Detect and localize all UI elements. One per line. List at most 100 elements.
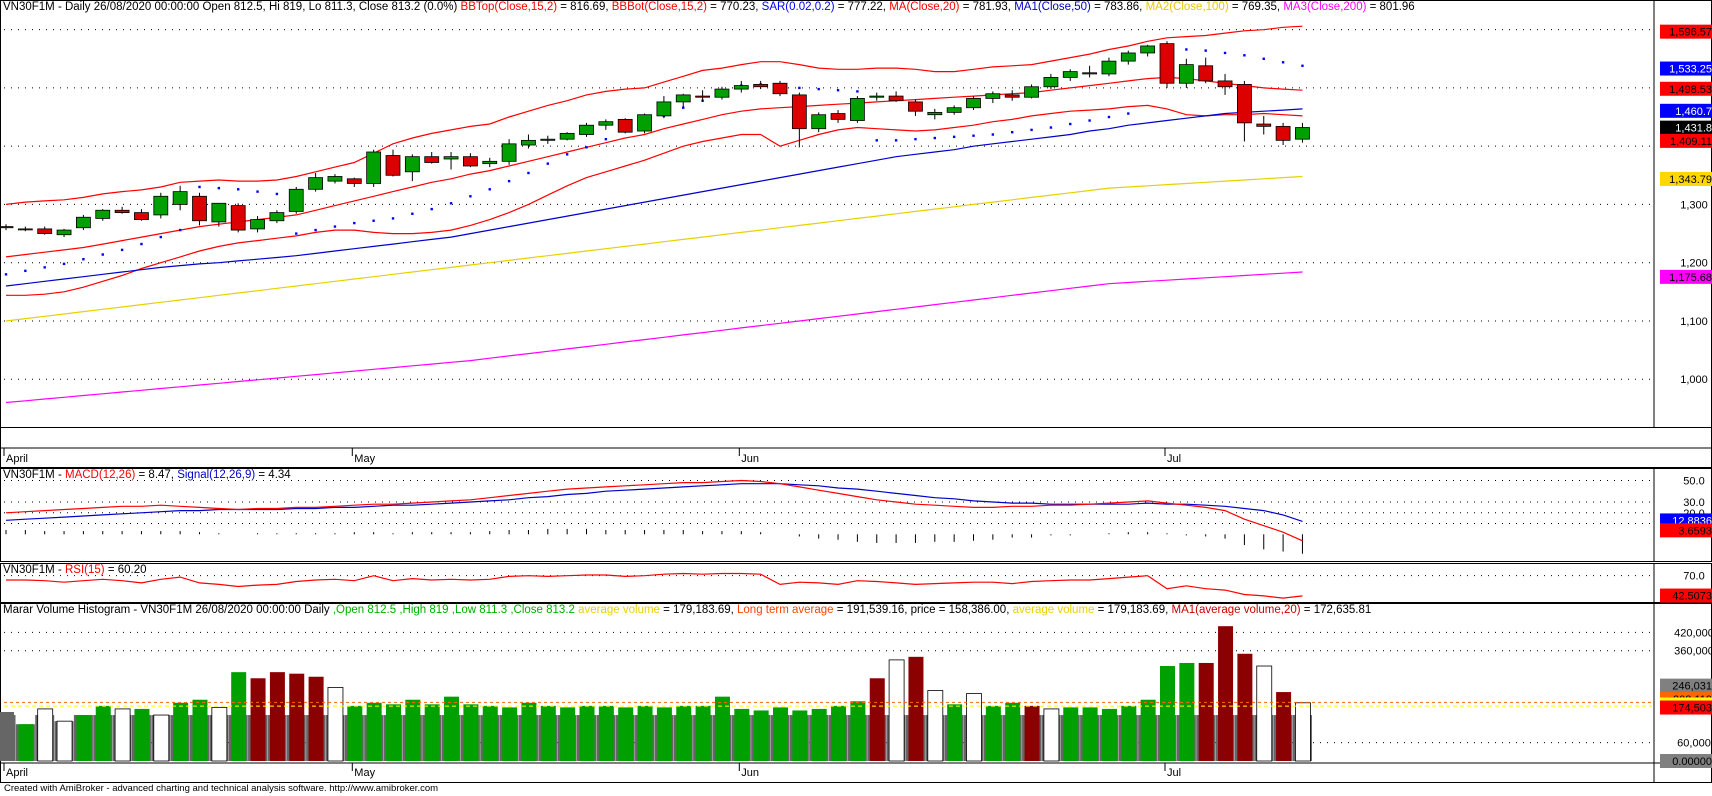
month-label: Jul [1167,453,1181,465]
value-label: 1,431.8 [1675,123,1712,135]
volume-title-segment: Marar Volume Histogram - VN30F1M 26/08/2… [3,604,333,616]
macd-title-segment: MACD(12,26) [65,469,136,481]
candle-body [888,95,904,102]
candle-body [37,228,53,234]
volume-bar [560,707,576,761]
candle-body [559,132,575,140]
value-label: 42.5073 [1672,591,1712,603]
macd-title-segment: = 4.34 [255,469,291,481]
sar-dot [120,248,124,252]
rsi-title-segment: = 60.20 [104,564,147,576]
candle-body [1178,64,1194,84]
volume-bar [811,708,827,761]
volume-bar [1295,702,1311,762]
volume-bar [773,707,788,761]
candle-body [17,228,33,231]
candle-body [1275,125,1291,141]
volume-bar [37,708,54,762]
candle-body [250,219,265,230]
volume-bar [0,711,14,761]
sar-dot [4,273,8,276]
sar-dot [1185,48,1188,51]
candle-body [869,95,885,98]
volume-bar [908,656,924,761]
candle-body [714,88,730,98]
sar-dot [198,185,201,189]
volume-bar [927,690,944,762]
sar-dot [372,219,375,222]
volume-bar [579,705,595,761]
volume-bar [947,704,963,761]
volume-bar [656,707,672,761]
y-tick-label: 70.0 [1683,571,1704,583]
volume-bar [598,705,614,761]
sar-dot [952,135,956,139]
volume-title-segment: = 191,539.16, price = 158,386.00, [833,604,1013,616]
candle-body [1004,94,1020,98]
volume-bar [985,705,1001,761]
month-label: May [354,453,375,465]
sar-dot [353,221,356,225]
candle-body [346,178,362,184]
rsi-pane[interactable]: 70.0 42.5073 VN30F1M - RSI(15) = 60.20 [0,563,1712,603]
price-title-segment: = 777.22, [834,1,890,13]
candle-body [385,155,401,176]
price-title-segment: = 801.96 [1366,1,1415,13]
y-tick-label: 420,000 [1674,627,1712,639]
volume-bar [1063,707,1079,761]
volume-bar [676,705,692,761]
price-chart[interactable]: 1,000 1,100 1,200 1,300 April May Jun Jul 1,596.… [0,0,1712,468]
candle-body [1043,77,1059,88]
volume-bar [1140,699,1156,761]
value-label-box [1660,754,1712,768]
month-label: April [6,767,28,779]
rsi-pane-title: VN30F1M - RSI(15) = 60.20 [3,564,147,576]
value-label-box [1660,133,1712,148]
macd-title-segment: Signal(12,26,9) [177,469,256,481]
price-pane-title: VN30F1M - Daily 26/08/2020 00:00:00 Open… [3,1,1415,13]
macd-title-segment: = 8.47, [135,469,178,481]
rsi-chart[interactable]: 70.0 42.5073 [0,563,1712,603]
volume-pane[interactable]: 420,000 360,000 60,000 April May Jun Jul 246,03… [0,603,1712,783]
volume-chart[interactable]: 420,000 360,000 60,000 April May Jun Jul 246,03… [0,603,1712,783]
candle-body [76,216,91,229]
sar-dot [1011,130,1014,134]
candle-body [1140,45,1156,54]
value-label: 3.6593 [1678,525,1712,537]
sar-dot [1069,122,1072,126]
volume-title-segment: = 179,183.69, [659,604,738,616]
volume-bar [831,705,847,761]
volume-bar [405,699,421,761]
volume-bar [347,705,363,761]
volume-bar [792,710,808,761]
volume-bar [231,672,247,761]
price-pane[interactable]: 1,000 1,100 1,200 1,300 April May Jun Jul 1,596.… [0,0,1712,468]
rsi-title-segment: VN30F1M - [3,564,65,576]
sar-dot [1030,128,1033,132]
value-label-box [1660,61,1712,76]
volume-bar [1179,662,1195,761]
volume-bar [424,704,440,761]
sar-dot [1243,54,1246,57]
volume-bar [1101,708,1117,761]
sar-dot [275,192,279,196]
volume-bar [1121,705,1137,761]
price-title-segment: MA2(Close,100) [1145,1,1229,13]
sar-dot [62,262,66,266]
candle-body [908,101,923,112]
candle-body [1295,127,1310,140]
candle-body [1120,52,1136,62]
sar-dot [585,146,588,149]
candle-body [95,209,111,219]
candle-body [1237,84,1252,124]
macd-pane-title: VN30F1M - MACD(12,26) = 8.47, Signal(12,… [3,469,291,481]
series-line [5,25,1303,205]
volume-bar [850,701,866,761]
price-title-segment: MA(Close,20) [889,1,960,13]
sar-dot [1204,49,1207,52]
sar-dot [894,139,898,142]
sar-dot [1088,119,1091,122]
sar-dot [1262,57,1265,60]
